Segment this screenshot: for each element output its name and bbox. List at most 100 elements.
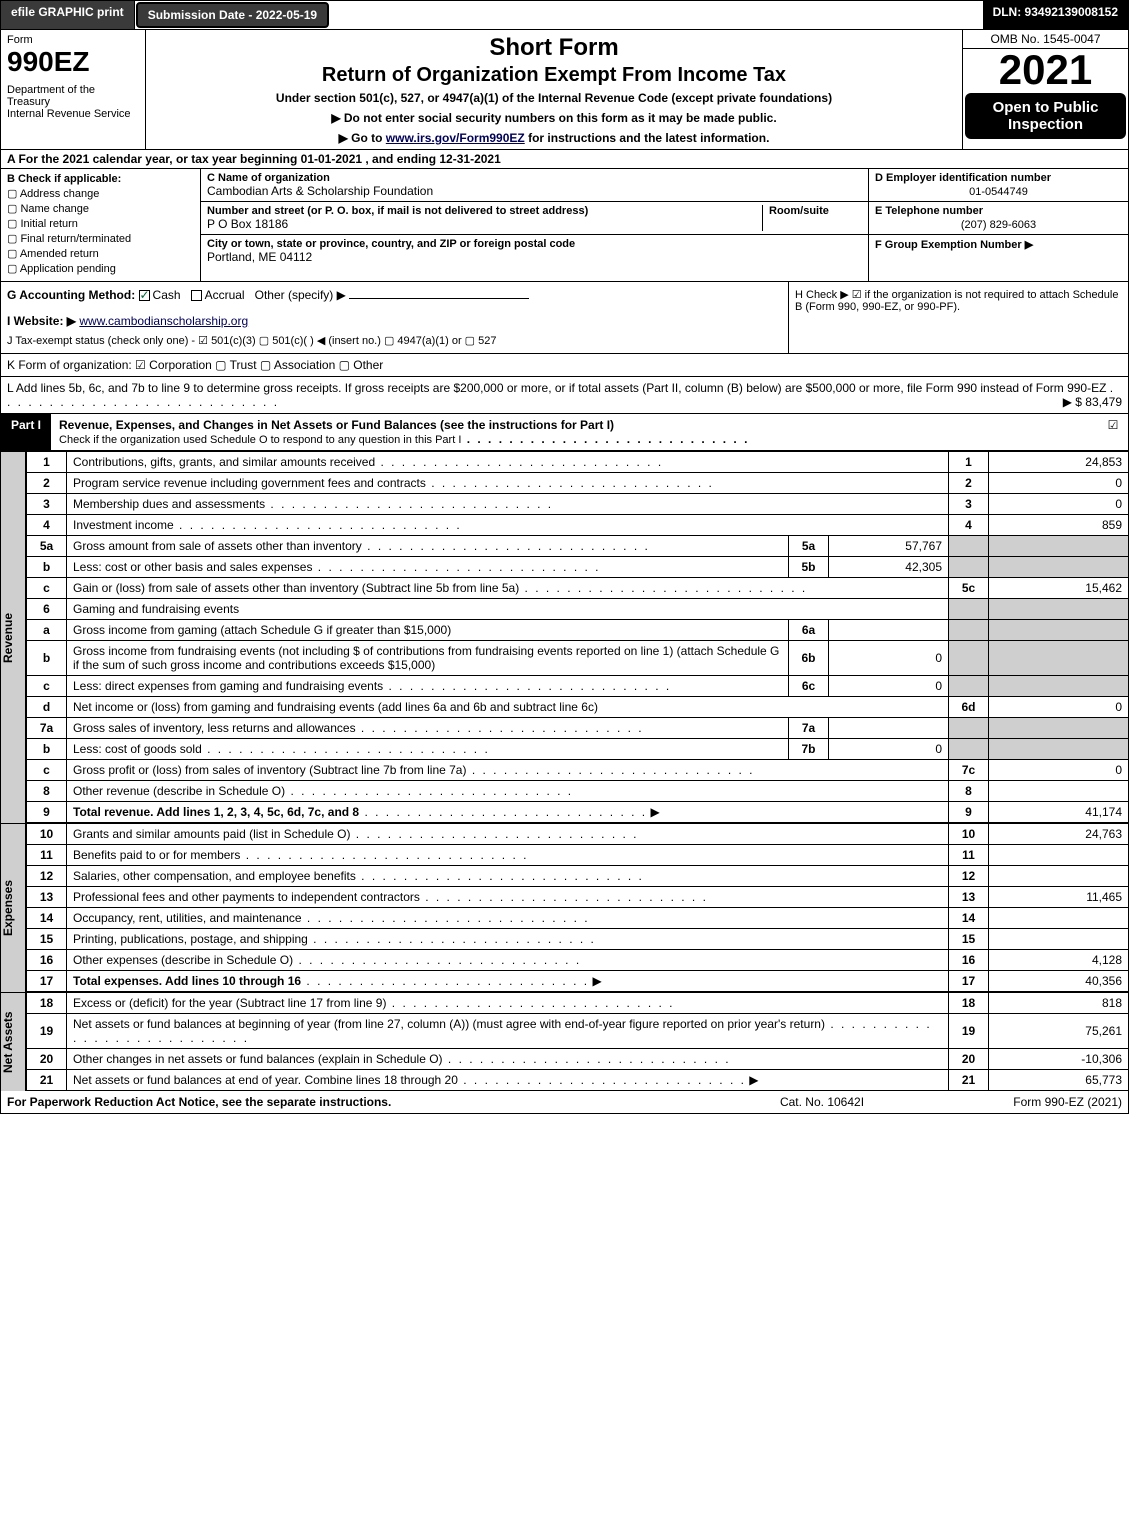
- line-desc: Net assets or fund balances at beginning…: [73, 1017, 825, 1031]
- line-value: [989, 845, 1129, 866]
- c-street-label: Number and street (or P. O. box, if mail…: [207, 205, 762, 217]
- line-num: 20: [27, 1049, 67, 1070]
- line-num: 10: [27, 824, 67, 845]
- line-num: 3: [27, 494, 67, 515]
- shade-cell: [949, 536, 989, 557]
- chk-name-change[interactable]: Name change: [7, 202, 194, 215]
- revenue-side-label: Revenue: [0, 451, 26, 823]
- line-desc: Investment income: [73, 518, 174, 532]
- line-desc: Net assets or fund balances at end of ye…: [73, 1073, 458, 1087]
- c-city-label: City or town, state or province, country…: [207, 238, 575, 250]
- revenue-table: 1 Contributions, gifts, grants, and simil…: [26, 451, 1129, 823]
- expenses-table: 10Grants and similar amounts paid (list …: [26, 823, 1129, 992]
- instr-goto-post: for instructions and the latest informat…: [525, 131, 770, 145]
- g-accounting: G Accounting Method: Cash Accrual Other …: [1, 282, 788, 353]
- line-box: 4: [949, 515, 989, 536]
- instr-goto: ▶ Go to www.irs.gov/Form990EZ for instru…: [152, 131, 956, 145]
- org-street: P O Box 18186: [207, 217, 762, 231]
- line-num: 19: [27, 1014, 67, 1049]
- inner-value: 0: [829, 641, 949, 676]
- line-desc: Less: cost or other basis and sales expe…: [73, 560, 312, 574]
- line-desc: Gross income from fundraising events (no…: [73, 644, 779, 672]
- j-tax-exempt: J Tax-exempt status (check only one) - ☑…: [7, 334, 782, 347]
- line-num: 4: [27, 515, 67, 536]
- line-num: c: [27, 676, 67, 697]
- row-a-tax-year: A For the 2021 calendar year, or tax yea…: [0, 150, 1129, 169]
- line-box: 18: [949, 993, 989, 1014]
- line-desc: Contributions, gifts, grants, and simila…: [73, 455, 375, 469]
- line-num: a: [27, 620, 67, 641]
- line-num: b: [27, 641, 67, 676]
- line-desc: Gaming and fundraising events: [73, 602, 239, 616]
- line-desc: Professional fees and other payments to …: [73, 890, 420, 904]
- part1-bar: Part I Revenue, Expenses, and Changes in…: [0, 414, 1129, 451]
- tax-year: 2021: [963, 49, 1128, 91]
- line-value: [989, 781, 1129, 802]
- line-num: 8: [27, 781, 67, 802]
- i-label: I Website: ▶: [7, 314, 76, 328]
- inner-box: 7a: [789, 718, 829, 739]
- top-bar: efile GRAPHIC print Submission Date - 20…: [0, 0, 1129, 30]
- instr-goto-pre: ▶ Go to: [339, 131, 386, 145]
- line-desc: Other changes in net assets or fund bala…: [73, 1052, 443, 1066]
- line-num: 18: [27, 993, 67, 1014]
- g-accrual: Accrual: [205, 288, 245, 302]
- line-desc: Salaries, other compensation, and employ…: [73, 869, 356, 883]
- col-def: D Employer identification number 01-0544…: [868, 169, 1128, 281]
- part1-checkbox[interactable]: ☑: [1098, 414, 1128, 450]
- g-other-line: [349, 298, 529, 299]
- line-value: 0: [989, 473, 1129, 494]
- line-desc: Other revenue (describe in Schedule O): [73, 784, 285, 798]
- line-desc: Gross amount from sale of assets other t…: [73, 539, 362, 553]
- form-label: Form: [7, 34, 139, 46]
- chk-application-pending[interactable]: Application pending: [7, 262, 194, 275]
- part1-label: Part I: [1, 414, 51, 450]
- org-city: Portland, ME 04112: [207, 250, 575, 264]
- line-num: 13: [27, 887, 67, 908]
- inner-value: 42,305: [829, 557, 949, 578]
- c-name-label: C Name of organization: [207, 172, 862, 184]
- dln-label: DLN: 93492139008152: [983, 1, 1128, 29]
- chk-cash[interactable]: [139, 290, 150, 301]
- line-num: b: [27, 739, 67, 760]
- line-value: [989, 908, 1129, 929]
- footer-cat-no: Cat. No. 10642I: [722, 1095, 922, 1109]
- line-num: 5a: [27, 536, 67, 557]
- line-value: -10,306: [989, 1049, 1129, 1070]
- chk-final-return[interactable]: Final return/terminated: [7, 232, 194, 245]
- chk-address-change[interactable]: Address change: [7, 187, 194, 200]
- part1-title: Revenue, Expenses, and Changes in Net As…: [51, 414, 1098, 450]
- col-c-org: C Name of organization Cambodian Arts & …: [201, 169, 868, 281]
- line-num: 6: [27, 599, 67, 620]
- line-value: 0: [989, 760, 1129, 781]
- netassets-section: Net Assets 18Excess or (deficit) for the…: [0, 992, 1129, 1091]
- inner-box: 6a: [789, 620, 829, 641]
- line-num: d: [27, 697, 67, 718]
- submission-date: Submission Date - 2022-05-19: [136, 2, 329, 28]
- identity-block: B Check if applicable: Address change Na…: [0, 169, 1129, 282]
- website-link[interactable]: www.cambodianscholarship.org: [79, 314, 248, 328]
- line-value: 4,128: [989, 950, 1129, 971]
- line-desc: Less: direct expenses from gaming and fu…: [73, 679, 383, 693]
- chk-accrual[interactable]: [191, 290, 202, 301]
- inner-value: [829, 620, 949, 641]
- line-desc: Benefits paid to or for members: [73, 848, 240, 862]
- f-label: F Group Exemption Number ▶: [875, 238, 1122, 251]
- footer-form-id: Form 990-EZ (2021): [922, 1095, 1122, 1109]
- line-box: 5c: [949, 578, 989, 599]
- chk-amended-return[interactable]: Amended return: [7, 247, 194, 260]
- netassets-table: 18Excess or (deficit) for the year (Subt…: [26, 992, 1129, 1091]
- line-value: [989, 866, 1129, 887]
- chk-initial-return[interactable]: Initial return: [7, 217, 194, 230]
- l-text: L Add lines 5b, 6c, and 7b to line 9 to …: [7, 381, 1106, 395]
- line-value: 40,356: [989, 971, 1129, 992]
- l-amount: ▶ $ 83,479: [1063, 395, 1122, 409]
- line-value: 15,462: [989, 578, 1129, 599]
- efile-print-button[interactable]: efile GRAPHIC print: [1, 1, 135, 29]
- inner-value: 0: [829, 739, 949, 760]
- line-box: 15: [949, 929, 989, 950]
- irs-link[interactable]: www.irs.gov/Form990EZ: [386, 131, 525, 145]
- line-num: 1: [27, 452, 67, 473]
- header-right: OMB No. 1545-0047 2021 Open to Public In…: [963, 30, 1128, 149]
- inner-value: 0: [829, 676, 949, 697]
